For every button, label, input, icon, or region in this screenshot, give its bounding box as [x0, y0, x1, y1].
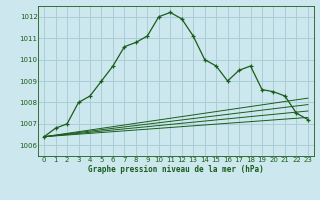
X-axis label: Graphe pression niveau de la mer (hPa): Graphe pression niveau de la mer (hPa) [88, 165, 264, 174]
